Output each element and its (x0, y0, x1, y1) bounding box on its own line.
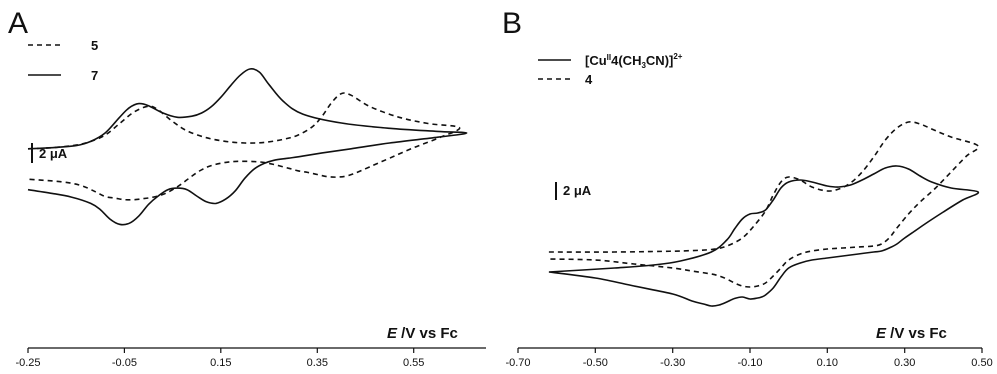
x-tick-label-b-5: 0.10 (817, 357, 838, 369)
series-line-b-1 (548, 165, 980, 307)
x-tick-label-a-1: -0.25 (15, 357, 40, 369)
panel-b-letter: B (502, 7, 522, 40)
series-line-b-2 (548, 121, 980, 288)
x-tick-label-b-6: 0.30 (894, 357, 915, 369)
panel-a-letter: A (8, 7, 28, 40)
legend-b-1-label: [CuII4(CH3CN)]2+ (585, 52, 683, 70)
legend-b-2-label: 4 (585, 72, 593, 87)
x-tick-label-b-3: -0.30 (660, 357, 685, 369)
ticks-b: -0.70 -0.50 -0.30 -0.10 0.10 0.30 0.50 (505, 348, 993, 369)
legend-a-2-label: 7 (91, 68, 98, 83)
scale-bar-a-label: 2 μA (39, 146, 68, 161)
x-tick-label-a-2: -0.05 (112, 357, 137, 369)
x-axis-a-title: E /V vs Fc (387, 325, 458, 342)
x-tick-label-a-5: 0.55 (403, 357, 424, 369)
x-tick-label-b-1: -0.70 (505, 357, 530, 369)
x-tick-label-b-2: -0.50 (583, 357, 608, 369)
x-tick-label-b-4: -0.10 (737, 357, 762, 369)
series-line-a-1 (27, 92, 461, 201)
x-tick-label-a-3: 0.15 (210, 357, 231, 369)
curves-b (548, 121, 980, 307)
panel-a: A 5 7 2 μA -0.25 -0.05 0.15 0.35 0.55 E /V v… (8, 7, 486, 369)
legend-a-1-label: 5 (91, 38, 98, 53)
curves-a (27, 68, 468, 226)
x-tick-label-a-4: 0.35 (307, 357, 328, 369)
x-axis-b-title: E /V vs Fc (876, 325, 947, 342)
series-line-a-2 (27, 68, 468, 226)
x-tick-label-b-7: 0.50 (971, 357, 992, 369)
scale-bar-b-label: 2 μA (563, 183, 592, 198)
ticks-a: -0.25 -0.05 0.15 0.35 0.55 (15, 348, 424, 369)
panel-b: B [CuII4(CH3CN)]2+ 4 2 μA -0.70 -0.50 -0.3… (502, 7, 993, 369)
